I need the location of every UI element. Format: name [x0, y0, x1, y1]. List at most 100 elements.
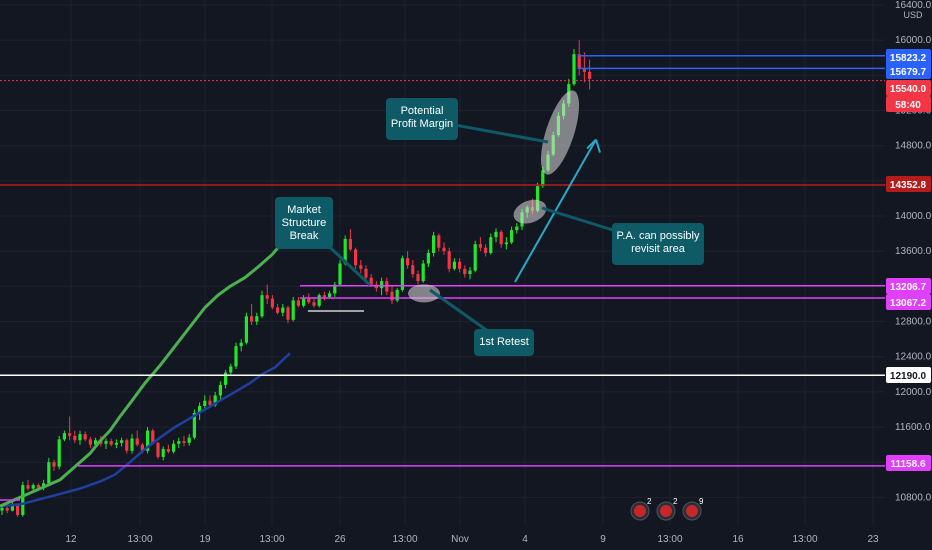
x-tick-label: 23 — [867, 534, 879, 545]
candle-body — [302, 298, 306, 306]
candle-body — [317, 295, 321, 306]
revisit-highlight — [513, 199, 547, 224]
candle-body — [114, 442, 118, 445]
candle-body — [442, 247, 446, 252]
candle-body — [140, 444, 144, 451]
candle-body — [411, 265, 415, 275]
candle-body — [478, 244, 482, 248]
candle-body — [364, 268, 368, 278]
candle-body — [94, 440, 98, 445]
candle-body — [458, 261, 462, 269]
x-tick-label: 4 — [522, 534, 528, 545]
horizontal-levels — [0, 54, 885, 501]
candle-body — [536, 186, 540, 211]
candle-body — [213, 395, 217, 406]
market-structure-callout-text: Break — [290, 230, 319, 242]
candle-body — [26, 485, 30, 489]
candle-body — [73, 435, 77, 441]
candle-body — [120, 440, 124, 443]
candle-body — [192, 413, 196, 438]
candle-body — [130, 438, 134, 451]
x-tick-label: 13:00 — [657, 534, 682, 545]
candle-body — [177, 441, 181, 444]
y-tick-label: 12000.0 — [895, 387, 932, 398]
profit-highlight — [540, 90, 580, 175]
candle-body — [348, 238, 352, 250]
event-flag-icon — [660, 505, 672, 517]
candle-body — [577, 54, 581, 69]
candle-body — [5, 507, 9, 511]
x-tick-label: 13:00 — [792, 534, 817, 545]
market-structure-callout-text: Structure — [282, 217, 327, 229]
candle-body — [426, 252, 430, 264]
candle-body — [307, 298, 311, 303]
y-tick-label: 14800.0 — [895, 141, 932, 152]
price-label: 15679.7 — [890, 67, 927, 78]
x-tick-label: 16 — [732, 534, 744, 545]
candle-body — [0, 507, 4, 511]
pa-revisit-callout-text: revisit area — [631, 243, 686, 255]
candle-body — [182, 441, 186, 443]
first-retest-callout-text: 1st Retest — [479, 336, 529, 348]
candle-body — [395, 289, 399, 301]
candle-body — [151, 430, 155, 443]
price-label-bg — [886, 367, 931, 383]
ma-blue-line — [0, 352, 291, 508]
candle-body — [161, 449, 165, 457]
candle-body — [504, 242, 508, 245]
candle-body — [333, 284, 337, 294]
profit-margin-callout-box — [386, 98, 458, 140]
candle-body — [198, 405, 202, 413]
candle-body — [359, 265, 363, 269]
candle-body — [229, 366, 233, 373]
price-label: 11158.6 — [890, 459, 925, 470]
candle-body — [104, 441, 108, 444]
arrow-head — [586, 138, 601, 153]
candle-body — [432, 235, 436, 253]
candle-body — [255, 316, 259, 322]
y-tick-label: 16000.0 — [895, 35, 932, 46]
candle-body — [62, 433, 66, 440]
candle-body — [244, 316, 248, 343]
candle-body — [322, 295, 326, 297]
candle-body — [515, 226, 519, 231]
candle-body — [47, 462, 51, 484]
y-tick-label: 12800.0 — [895, 317, 932, 328]
candle-body — [291, 300, 295, 320]
candle-body — [473, 244, 477, 271]
x-tick-label: 13:00 — [392, 534, 417, 545]
candle-body — [52, 462, 56, 467]
candle-body — [380, 281, 384, 289]
pa-revisit-callout-box — [612, 223, 704, 265]
y-tick-label: 14000.0 — [895, 211, 932, 222]
price-label: 58:40 — [895, 100, 921, 111]
event-flag-icon — [634, 505, 646, 517]
candle-body — [83, 434, 87, 440]
ma-green-line — [0, 224, 296, 508]
candle-body — [582, 68, 586, 72]
candle-body — [286, 307, 290, 320]
candle-body — [437, 235, 441, 248]
price-label-bg — [886, 278, 931, 294]
candle-body — [463, 268, 467, 275]
candle-body — [390, 291, 394, 301]
market-structure-callout-box — [275, 197, 333, 249]
candle-body — [172, 443, 176, 452]
price-label-bg — [886, 80, 931, 96]
price-label-bg — [886, 49, 931, 65]
candle-body — [588, 71, 592, 79]
candle-body — [452, 261, 456, 269]
event-count: 9 — [699, 497, 704, 506]
candle-body — [406, 258, 410, 266]
candle-body — [234, 346, 238, 367]
profit-margin-callout-text: Potential — [401, 105, 444, 117]
candle-body — [270, 298, 274, 308]
candle-body — [218, 384, 222, 396]
retest-highlight — [408, 284, 440, 303]
candle-body — [281, 307, 285, 313]
price-label-bg — [886, 294, 931, 310]
price-label-bg — [886, 63, 931, 79]
candle-body — [328, 293, 332, 297]
